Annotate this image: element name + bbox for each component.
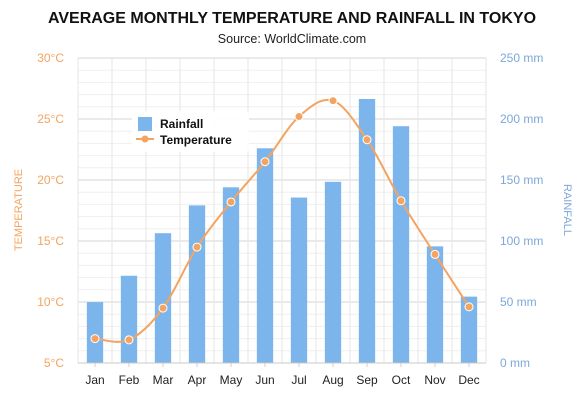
- x-axis-tick-label: Jul: [291, 373, 306, 387]
- right-axis-tick-label: 100 mm: [500, 234, 543, 248]
- legend-rainfall-label: Rainfall: [160, 117, 203, 131]
- x-axis-tick-label: Sep: [356, 373, 378, 387]
- temperature-point: [295, 113, 303, 121]
- right-axis-tick-label: 0 mm: [500, 356, 530, 370]
- left-axis-tick-label: 25°C: [37, 112, 64, 126]
- rainfall-bar: [87, 302, 103, 363]
- left-axis-tick-label: 10°C: [37, 295, 64, 309]
- left-axis-title: TEMPERATURE: [13, 169, 25, 251]
- x-axis-tick-label: Aug: [322, 373, 343, 387]
- rainfall-bar: [393, 126, 409, 363]
- left-axis-tick-label: 30°C: [37, 51, 64, 65]
- x-axis-tick-label: Oct: [392, 373, 411, 387]
- x-axis-tick-label: Apr: [188, 373, 207, 387]
- rainfall-bar: [257, 148, 273, 363]
- temperature-point: [193, 243, 201, 251]
- x-axis-tick-label: Dec: [458, 373, 479, 387]
- x-axis-tick-label: Jun: [255, 373, 274, 387]
- left-axis-tick-label: 5°C: [44, 356, 64, 370]
- temperature-point: [261, 158, 269, 166]
- right-axis-tick-label: 200 mm: [500, 112, 543, 126]
- x-axis-tick-label: Nov: [424, 373, 445, 387]
- legend-temperature-marker: [142, 136, 149, 143]
- x-axis-tick-label: May: [220, 373, 243, 387]
- x-axis-tick-label: Jan: [85, 373, 104, 387]
- rainfall-bar: [121, 276, 137, 363]
- x-axis-tick-label: Feb: [119, 373, 140, 387]
- right-axis-tick-label: 250 mm: [500, 51, 543, 65]
- x-axis-tick-label: Mar: [153, 373, 174, 387]
- legend-temperature-label: Temperature: [160, 133, 232, 147]
- left-axis-tick-label: 15°C: [37, 234, 64, 248]
- temperature-point: [125, 336, 133, 344]
- temperature-point: [159, 304, 167, 312]
- chart-title: AVERAGE MONTHLY TEMPERATURE AND RAINFALL…: [48, 10, 536, 27]
- temperature-point: [465, 303, 473, 311]
- temperature-point: [363, 136, 371, 144]
- rainfall-bar: [325, 182, 341, 363]
- right-axis-title: RAINFALL: [561, 184, 573, 236]
- left-axis-tick-label: 20°C: [37, 173, 64, 187]
- right-axis-tick-label: 150 mm: [500, 173, 543, 187]
- temperature-point: [91, 335, 99, 343]
- legend: Rainfall Temperature: [132, 111, 249, 152]
- rainfall-bar: [223, 187, 239, 363]
- temperature-point: [431, 250, 439, 258]
- rainfall-bar: [189, 205, 205, 363]
- temperature-point: [227, 198, 235, 206]
- right-axis-tick-label: 50 mm: [500, 295, 537, 309]
- chart-subtitle: Source: WorldClimate.com: [218, 32, 366, 46]
- temperature-point: [397, 197, 405, 205]
- rainfall-bar: [291, 198, 307, 363]
- temperature-point: [329, 97, 337, 105]
- legend-rainfall-swatch: [138, 117, 152, 131]
